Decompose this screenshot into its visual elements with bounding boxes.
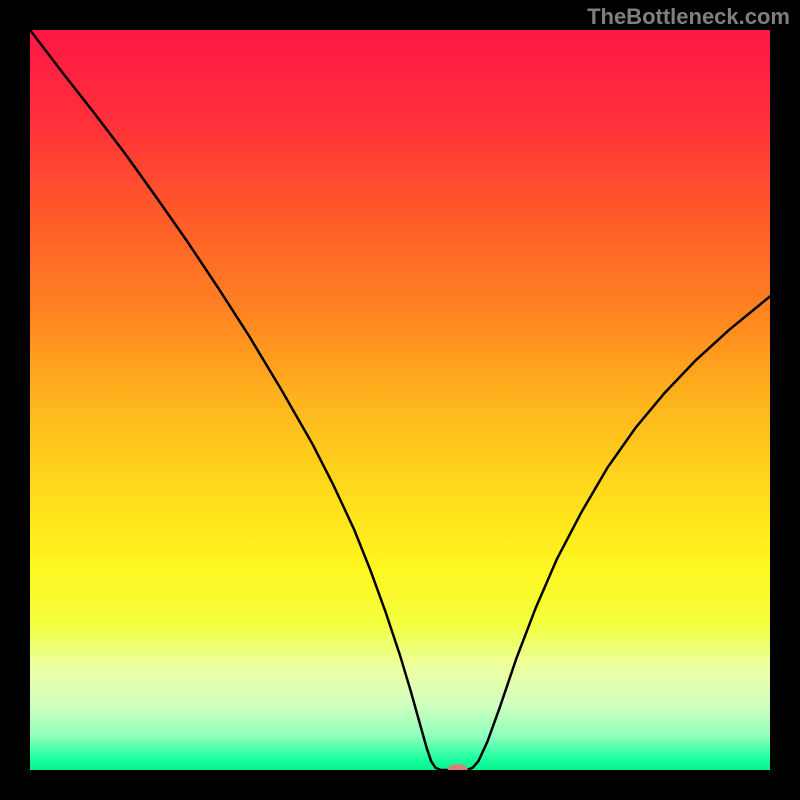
watermark-text: TheBottleneck.com: [587, 4, 790, 30]
chart-frame: TheBottleneck.com: [0, 0, 800, 800]
bottleneck-chart: [30, 30, 770, 770]
plot-area: [30, 30, 770, 770]
